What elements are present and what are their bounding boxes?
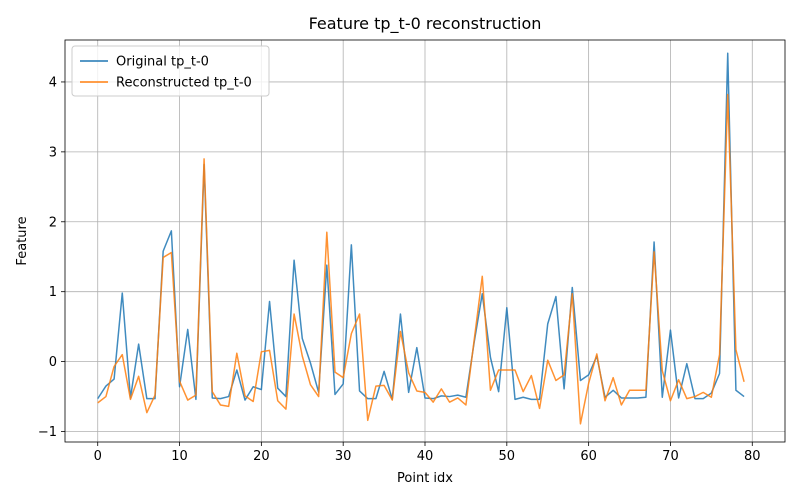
x-tick-label: 0 — [94, 449, 102, 464]
x-tick-label: 40 — [417, 449, 434, 464]
ticks: 0 10 20 30 40 50 60 70 80 −1 0 1 2 3 4 — [38, 75, 761, 464]
y-axis-label: Feature — [15, 216, 30, 265]
y-tick-label: 4 — [49, 75, 57, 90]
legend-label: Reconstructed tp_t-0 — [116, 76, 252, 91]
chart-title: Feature tp_t-0 reconstruction — [309, 14, 542, 34]
y-tick-label: 1 — [49, 285, 57, 300]
x-tick-label: 70 — [662, 449, 679, 464]
x-tick-label: 10 — [171, 449, 188, 464]
x-tick-label: 30 — [335, 449, 352, 464]
legend: Original tp_t-0 Reconstructed tp_t-0 — [71, 45, 270, 97]
series-line-reconstructed — [97, 93, 745, 425]
x-axis-label: Point idx — [397, 471, 453, 486]
legend-box — [71, 45, 270, 97]
legend-label: Original tp_t-0 — [116, 55, 209, 70]
grid — [65, 40, 785, 442]
y-tick-label: −1 — [38, 425, 57, 440]
y-tick-label: 3 — [49, 145, 57, 160]
y-tick-label: 2 — [49, 215, 57, 230]
x-tick-label: 80 — [744, 449, 761, 464]
series-lines — [97, 52, 745, 425]
x-tick-label: 60 — [580, 449, 597, 464]
x-tick-label: 50 — [499, 449, 516, 464]
x-tick-label: 20 — [253, 449, 270, 464]
y-tick-label: 0 — [49, 355, 57, 370]
